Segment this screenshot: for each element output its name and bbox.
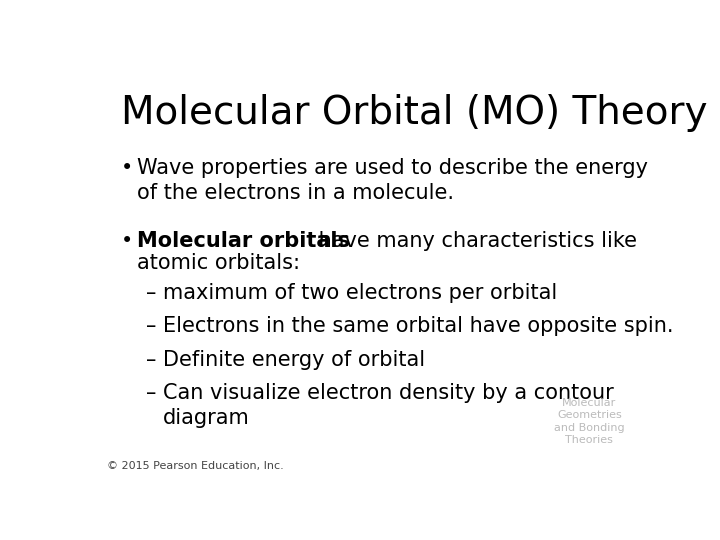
Text: Definite energy of orbital: Definite energy of orbital bbox=[163, 349, 425, 369]
Text: Electrons in the same orbital have opposite spin.: Electrons in the same orbital have oppos… bbox=[163, 316, 673, 336]
Text: maximum of two electrons per orbital: maximum of two electrons per orbital bbox=[163, 283, 557, 303]
Text: Molecular orbitals: Molecular orbitals bbox=[138, 231, 351, 251]
Text: –: – bbox=[145, 349, 156, 369]
Text: have many characteristics like: have many characteristics like bbox=[312, 231, 636, 251]
Text: •: • bbox=[121, 158, 133, 178]
Text: •: • bbox=[121, 231, 133, 251]
Text: Wave properties are used to describe the energy
of the electrons in a molecule.: Wave properties are used to describe the… bbox=[138, 158, 649, 203]
Text: Molecular Orbital (MO) Theory: Molecular Orbital (MO) Theory bbox=[121, 94, 707, 132]
Text: © 2015 Pearson Education, Inc.: © 2015 Pearson Education, Inc. bbox=[107, 462, 284, 471]
Text: atomic orbitals:: atomic orbitals: bbox=[138, 253, 300, 273]
Text: –: – bbox=[145, 316, 156, 336]
Text: Molecular
Geometries
and Bonding
Theories: Molecular Geometries and Bonding Theorie… bbox=[554, 398, 625, 446]
Text: –: – bbox=[145, 383, 156, 403]
Text: –: – bbox=[145, 283, 156, 303]
Text: Can visualize electron density by a contour
diagram: Can visualize electron density by a cont… bbox=[163, 383, 613, 428]
